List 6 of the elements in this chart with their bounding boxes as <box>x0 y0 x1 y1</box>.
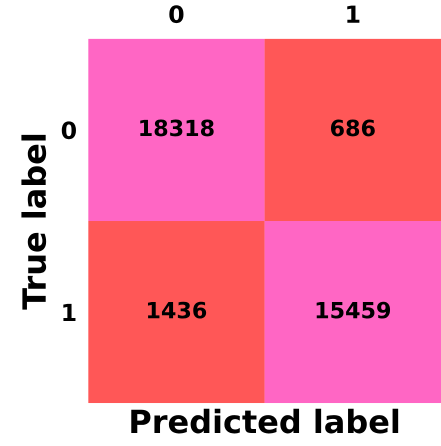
y-axis-title: True label <box>21 134 46 310</box>
data-label: 18318 <box>140 120 214 136</box>
x-axis-title: Predicted label <box>131 408 398 434</box>
data-label: 1436 <box>148 302 206 319</box>
data-label: 15459 <box>316 302 390 319</box>
data-label: 686 <box>330 120 375 136</box>
